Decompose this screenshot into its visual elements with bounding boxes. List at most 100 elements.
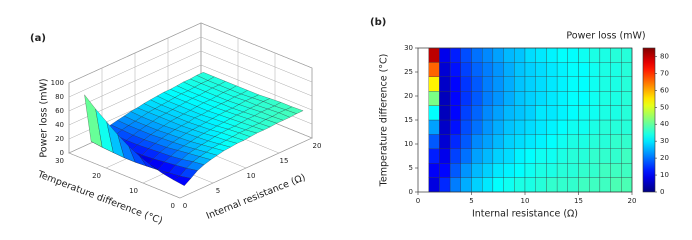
y-tick-label: 20 [404, 92, 413, 100]
heatmap-cell [492, 76, 504, 92]
heatmap-cell [471, 91, 483, 106]
heatmap-cell [514, 62, 526, 77]
heatmap-cell [546, 119, 558, 135]
heatmap-cell [578, 177, 590, 193]
y-axis-label: Temperature difference (°C) [379, 54, 390, 188]
heatmap-cell [535, 119, 547, 135]
colorbar-tick-label: 50 [660, 103, 669, 111]
colorbar-tick-label: 10 [660, 171, 669, 179]
heatmap-cell [449, 163, 461, 178]
heatmap-cell [621, 105, 633, 121]
heatmap-cell [492, 119, 504, 135]
heatmap-cell [428, 47, 440, 63]
heatmap-cell [610, 76, 622, 92]
heatmap-cell [514, 105, 526, 121]
heatmap-cell [492, 47, 504, 63]
heatmap-cell [482, 148, 494, 164]
heatmap-cell [556, 148, 568, 164]
heatmap-cell [567, 62, 579, 77]
heatmap-cell [535, 91, 547, 106]
heatmap-cell [503, 105, 515, 121]
y-tick-label: 0 [171, 202, 175, 210]
heatmap-cell [514, 119, 526, 135]
heatmap-cell [460, 76, 472, 92]
heatmap-cell [482, 177, 494, 193]
heatmap-cell [460, 119, 472, 135]
heatmap-cell [503, 119, 515, 135]
heatmap-cell [567, 177, 579, 193]
heatmap-cell [482, 134, 494, 149]
x-tick-label: 20 [313, 142, 322, 150]
z-tick-label: 40 [55, 121, 64, 129]
colorbar-tick-label: 70 [660, 69, 669, 77]
heatmap-cell [589, 62, 601, 77]
y-tick-label: 15 [404, 116, 413, 124]
heatmap-cell [439, 47, 451, 63]
heatmap-cell [567, 47, 579, 63]
heatmap-cell [535, 47, 547, 63]
heatmap-cell [471, 62, 483, 77]
heatmap-cell [514, 91, 526, 106]
heatmap-cell [482, 119, 494, 135]
heatmap-cell [546, 91, 558, 106]
heatmap-cell [514, 163, 526, 178]
heatmap-cell [621, 134, 633, 149]
z-tick-label: 100 [51, 79, 64, 87]
heatmap-cell [524, 62, 536, 77]
heatmap-cell [567, 76, 579, 92]
heatmap-cell [514, 76, 526, 92]
y-tick-label: 20 [92, 172, 101, 180]
heatmap-cell [428, 105, 440, 121]
colorbar-tick-label: 40 [660, 120, 669, 128]
heatmap-cell [546, 47, 558, 63]
heatmap-cell [482, 47, 494, 63]
heatmap-cell [460, 163, 472, 178]
heatmap-cell [556, 47, 568, 63]
heatmap-cell [610, 177, 622, 193]
heatmap-cell [449, 76, 461, 92]
heatmap-cell [449, 91, 461, 106]
heatmap-cell [449, 148, 461, 164]
heatmap-cell [514, 134, 526, 149]
heatmap-cell [578, 76, 590, 92]
heatmap-cell [439, 105, 451, 121]
heatmap-cell [460, 148, 472, 164]
heatmap-cell [428, 91, 440, 106]
y-tick-label: 5 [409, 164, 413, 172]
z-tick-label: 0 [60, 149, 64, 157]
heatmap-cell [460, 134, 472, 149]
heatmap-cell [439, 163, 451, 178]
heatmap-cell [556, 119, 568, 135]
heatmap-cell [524, 134, 536, 149]
heatmap-cell [449, 62, 461, 77]
z-tick-label: 80 [55, 93, 64, 101]
heatmap-cell [471, 134, 483, 149]
heatmap-cell [492, 91, 504, 106]
colorbar-title: Power loss (mW) [566, 31, 645, 42]
heatmap-cell [535, 105, 547, 121]
heatmap-cell [482, 91, 494, 106]
heatmap-cell [524, 119, 536, 135]
heatmap-cell [492, 105, 504, 121]
colorbar-tick-label: 30 [660, 137, 669, 145]
heatmap-cell [621, 91, 633, 106]
z-tick-label: 20 [55, 135, 64, 143]
heatmap-cell [599, 163, 611, 178]
heatmap-cell [439, 91, 451, 106]
heatmap-cell [567, 119, 579, 135]
heatmap-cell [599, 148, 611, 164]
x-tick-label: 0 [416, 197, 420, 205]
heatmap-cell [589, 47, 601, 63]
heatmap-cell [599, 62, 611, 77]
heatmap-cell [599, 134, 611, 149]
heatmap-cell [492, 134, 504, 149]
heatmap-cell [524, 91, 536, 106]
heatmap-cell [556, 76, 568, 92]
panel-label: (b) [370, 17, 386, 28]
heatmap-cell [589, 163, 601, 178]
heatmap-cell [599, 76, 611, 92]
heatmap-cell [578, 134, 590, 149]
heatmap-cell [589, 119, 601, 135]
heatmap-cell [428, 119, 440, 135]
heatmap-cell [439, 76, 451, 92]
